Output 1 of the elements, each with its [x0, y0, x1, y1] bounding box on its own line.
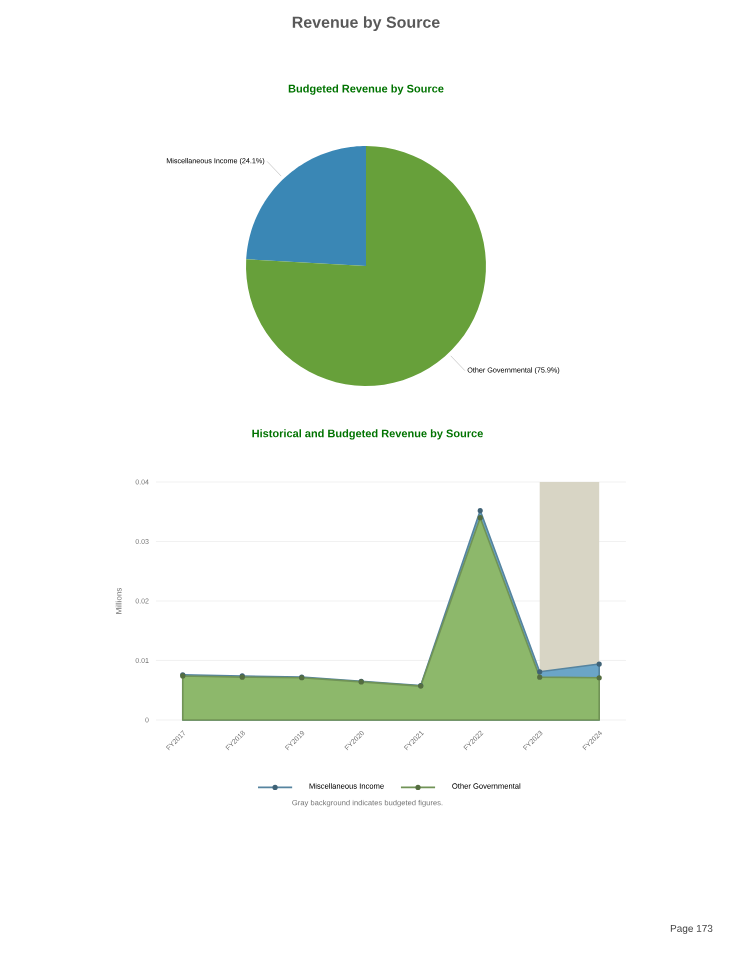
chart-title: Revenue by Source — [292, 16, 440, 32]
